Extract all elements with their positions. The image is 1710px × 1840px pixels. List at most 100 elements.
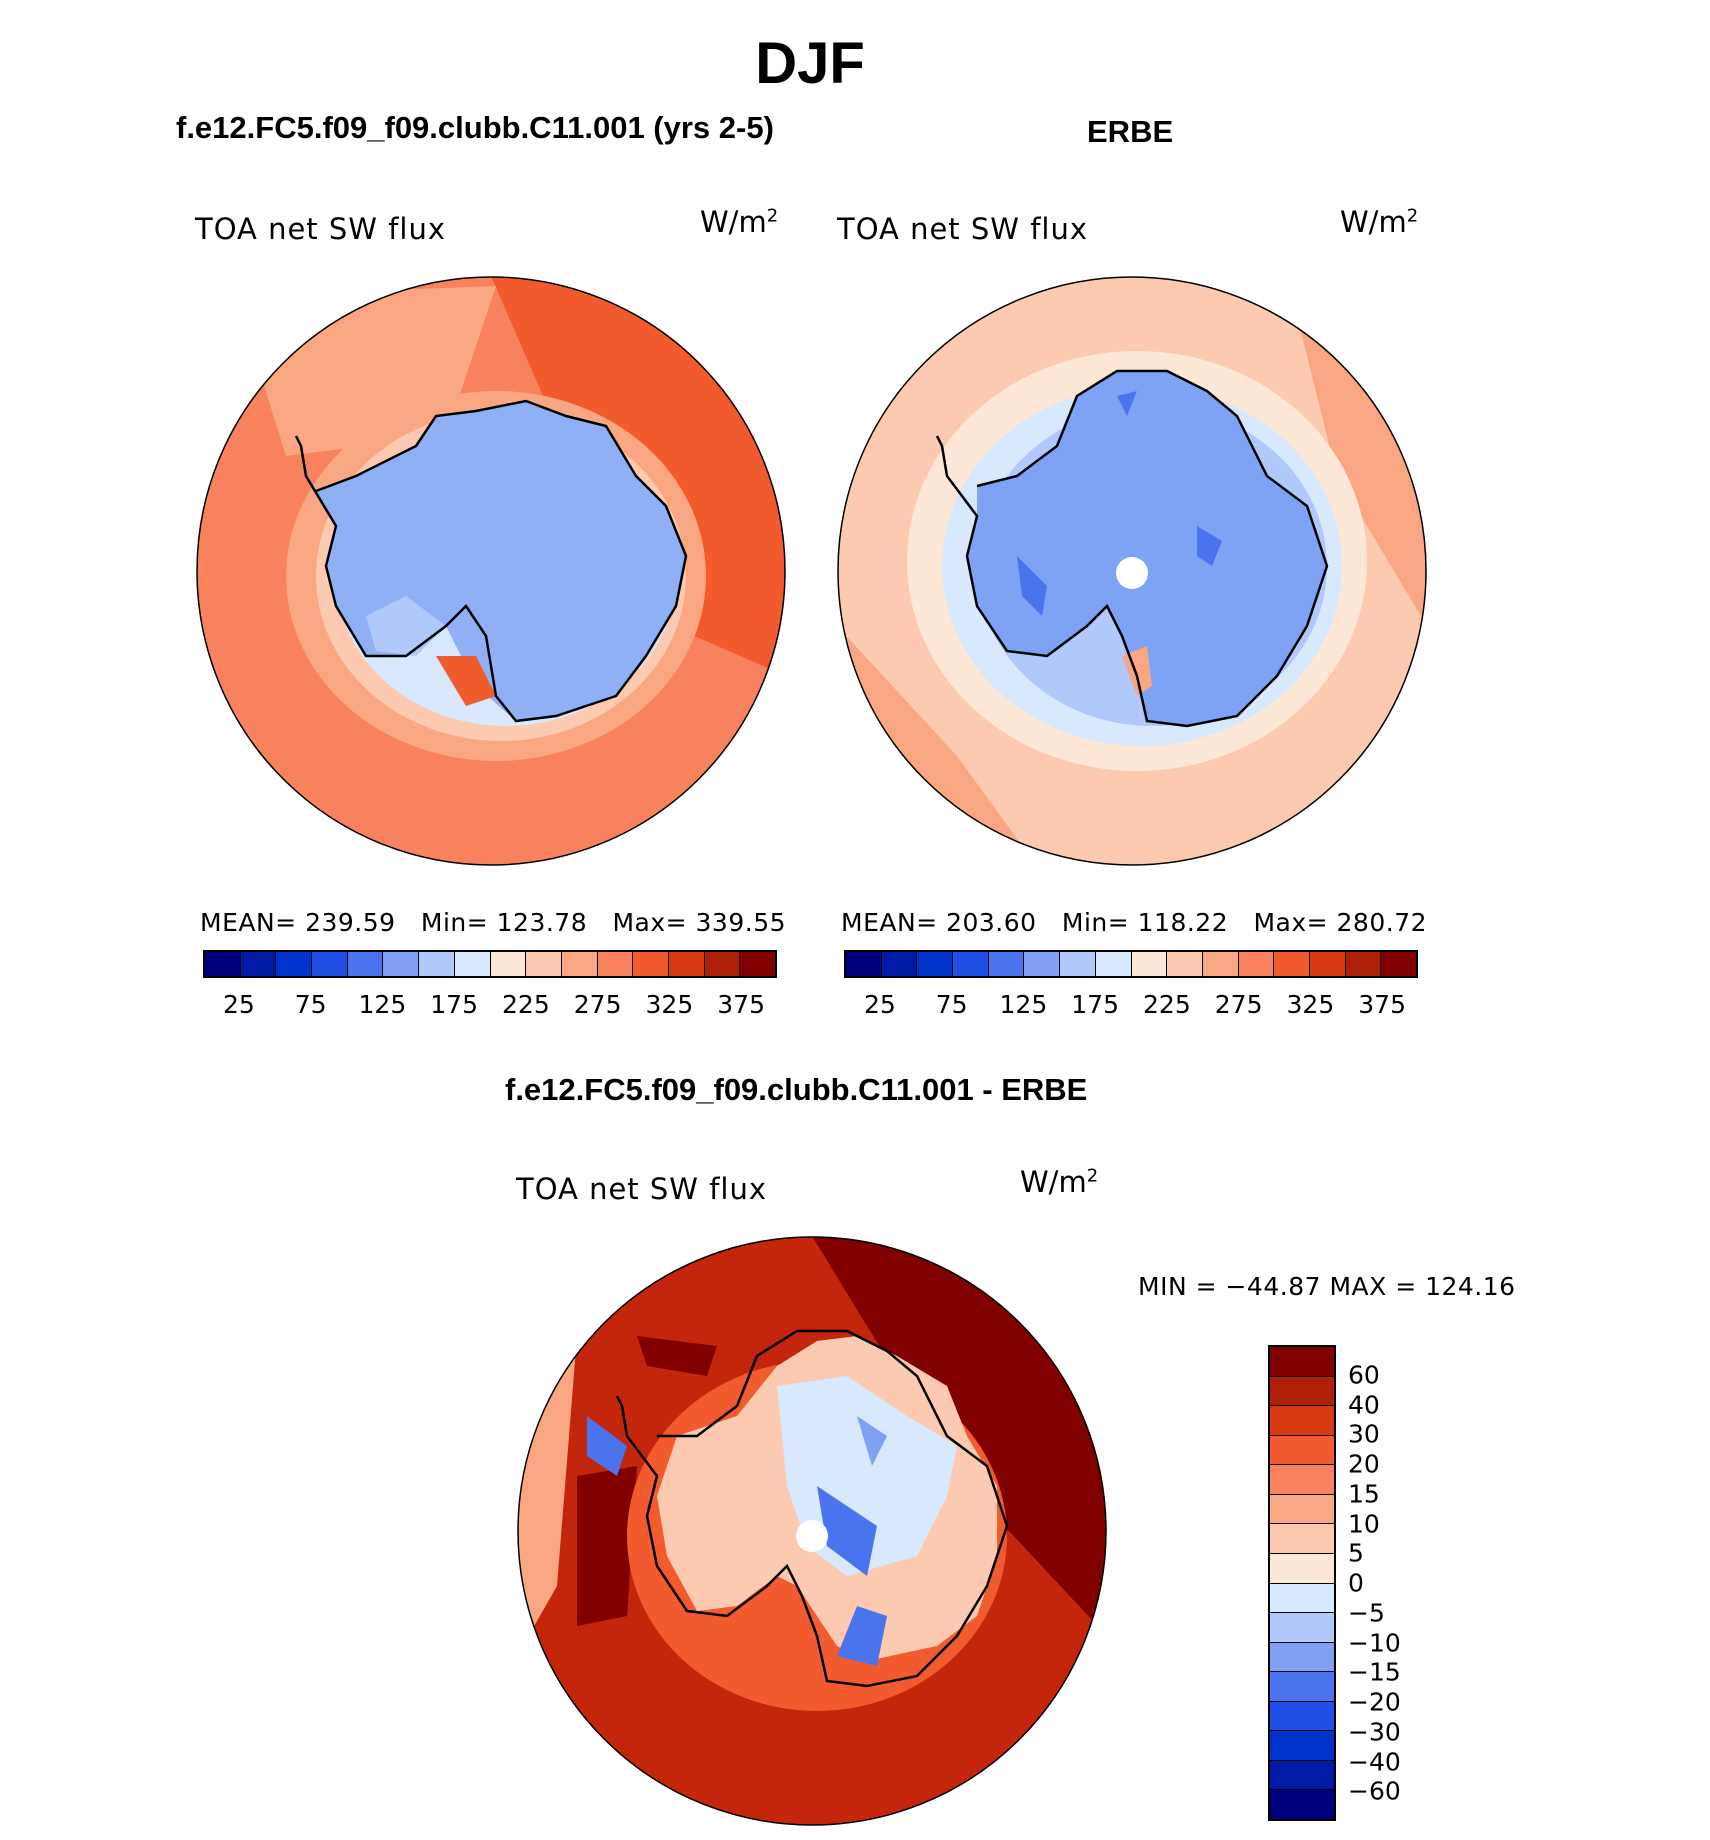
colorbar-swatch xyxy=(1270,1494,1334,1525)
diff-panel-coastline xyxy=(615,1329,1009,1688)
colorbar-swatch xyxy=(1270,1376,1334,1407)
colorbar-swatch xyxy=(1270,1553,1334,1584)
panel-1-title: f.e12.FC5.f09_f09.clubb.C11.001 (yrs 2-5… xyxy=(176,110,774,145)
panel-1-colorbar xyxy=(203,950,777,978)
colorbar-swatch xyxy=(1270,1701,1334,1732)
panel-2-variable-label: TOA net SW flux xyxy=(837,212,1089,246)
colorbar-tick-label: 5 xyxy=(1348,1538,1364,1568)
colorbar-swatch xyxy=(526,952,562,976)
colorbar-tick-label: 0 xyxy=(1348,1568,1364,1598)
colorbar-swatch xyxy=(205,952,241,976)
colorbar-tick-label: −40 xyxy=(1348,1747,1401,1776)
diff-panel-variable-label: TOA net SW flux xyxy=(516,1172,768,1206)
diff-panel-stats: MIN = −44.87 MAX = 124.16 xyxy=(1138,1272,1516,1301)
panel-2-colorbar xyxy=(844,950,1418,978)
colorbar-tick-label: −15 xyxy=(1348,1657,1401,1687)
colorbar-tick-label: 30 xyxy=(1348,1419,1380,1449)
panel-2-stats: MEAN= 203.60 Min= 118.22 Max= 280.72 xyxy=(841,908,1428,937)
diff-panel-colorbar xyxy=(1268,1345,1336,1821)
colorbar-swatch xyxy=(1270,1583,1334,1614)
colorbar-swatch xyxy=(1270,1613,1334,1643)
colorbar-tick-label: 25 xyxy=(222,990,255,1019)
panel-1-units: W/m2 xyxy=(700,205,779,239)
colorbar-swatch xyxy=(1131,952,1168,976)
panel-2-units: W/m2 xyxy=(1340,205,1419,239)
colorbar-tick-label: 175 xyxy=(1071,990,1119,1019)
colorbar-swatch xyxy=(953,952,989,976)
colorbar-tick-label: 75 xyxy=(935,990,968,1019)
panel-1-colorbar-ticks: 25 75 125 175 225 275 325 375 xyxy=(203,990,777,1020)
colorbar-tick-label: 275 xyxy=(1214,990,1263,1019)
colorbar-swatch xyxy=(454,952,491,976)
colorbar-swatch xyxy=(988,952,1025,976)
colorbar-swatch xyxy=(276,952,313,976)
panel-1-map xyxy=(196,276,786,866)
panel-2-coastline xyxy=(935,369,1329,728)
colorbar-swatch xyxy=(668,952,705,976)
panel-1-stats: MEAN= 239.59 Min= 123.78 Max= 339.55 xyxy=(200,908,787,937)
page-title: DJF xyxy=(755,31,865,96)
colorbar-swatch xyxy=(347,952,384,976)
colorbar-swatch xyxy=(740,952,775,976)
colorbar-swatch xyxy=(1270,1406,1334,1436)
panel-1-coastline xyxy=(294,399,688,723)
colorbar-swatch xyxy=(1270,1760,1334,1791)
diff-panel-units: W/m2 xyxy=(1020,1165,1099,1199)
colorbar-swatch xyxy=(1238,952,1275,976)
diff-panel-map xyxy=(517,1236,1107,1826)
panel-2-colorbar-ticks: 25 75 125 175 225 275 325 375 xyxy=(844,990,1418,1020)
colorbar-swatch xyxy=(1270,1731,1334,1761)
colorbar-swatch xyxy=(383,952,420,976)
colorbar-tick-label: 175 xyxy=(430,990,478,1019)
colorbar-swatch xyxy=(561,952,598,976)
colorbar-swatch xyxy=(1202,952,1239,976)
colorbar-swatch xyxy=(633,952,669,976)
colorbar-tick-label: 60 xyxy=(1348,1360,1380,1390)
colorbar-tick-label: 225 xyxy=(1143,990,1191,1019)
colorbar-swatch xyxy=(1270,1790,1334,1819)
panel-2-ice xyxy=(967,371,1327,726)
colorbar-tick-label: 325 xyxy=(1286,990,1335,1019)
panel-2-map xyxy=(837,276,1427,866)
colorbar-tick-label: −20 xyxy=(1348,1687,1401,1717)
colorbar-swatch xyxy=(1024,952,1061,976)
colorbar-swatch xyxy=(1060,952,1096,976)
colorbar-swatch xyxy=(312,952,348,976)
colorbar-swatch xyxy=(1345,952,1382,976)
diff-panel-title: f.e12.FC5.f09_f09.clubb.C11.001 - ERBE xyxy=(505,1072,1088,1107)
colorbar-tick-label: 20 xyxy=(1348,1449,1380,1479)
colorbar-swatch xyxy=(1381,952,1416,976)
colorbar-swatch xyxy=(1270,1347,1334,1377)
colorbar-swatch xyxy=(1270,1524,1334,1554)
colorbar-tick-label: 125 xyxy=(999,990,1048,1019)
colorbar-tick-label: 375 xyxy=(717,990,765,1019)
colorbar-swatch xyxy=(881,952,918,976)
colorbar-swatch xyxy=(490,952,527,976)
colorbar-swatch xyxy=(1095,952,1132,976)
colorbar-tick-label: 225 xyxy=(502,990,550,1019)
colorbar-swatch xyxy=(1270,1642,1334,1673)
colorbar-swatch xyxy=(917,952,954,976)
colorbar-swatch xyxy=(1309,952,1346,976)
colorbar-tick-label: −5 xyxy=(1348,1598,1385,1628)
colorbar-tick-label: −30 xyxy=(1348,1717,1401,1747)
colorbar-swatch xyxy=(1270,1435,1334,1466)
panel-2-title: ERBE xyxy=(1087,114,1174,149)
colorbar-tick-label: −10 xyxy=(1348,1628,1401,1657)
colorbar-tick-label: 325 xyxy=(645,990,694,1019)
colorbar-tick-label: 15 xyxy=(1348,1479,1380,1509)
colorbar-swatch xyxy=(597,952,634,976)
colorbar-tick-label: 40 xyxy=(1348,1390,1380,1419)
colorbar-tick-label: 10 xyxy=(1348,1509,1380,1538)
diff-panel-colorbar-ticks: 60 40 30 20 15 10 5 0 −5 −10 −15 −20 −30 −40 −60 xyxy=(1348,1345,1428,1821)
colorbar-tick-label: 25 xyxy=(863,990,896,1019)
colorbar-swatch xyxy=(1270,1465,1334,1495)
colorbar-tick-label: −60 xyxy=(1348,1776,1401,1806)
colorbar-swatch xyxy=(846,952,882,976)
colorbar-swatch xyxy=(240,952,277,976)
colorbar-tick-label: 375 xyxy=(1358,990,1406,1019)
colorbar-tick-label: 75 xyxy=(294,990,327,1019)
panel-1-variable-label: TOA net SW flux xyxy=(195,212,447,246)
colorbar-swatch xyxy=(1274,952,1310,976)
colorbar-tick-label: 275 xyxy=(573,990,622,1019)
